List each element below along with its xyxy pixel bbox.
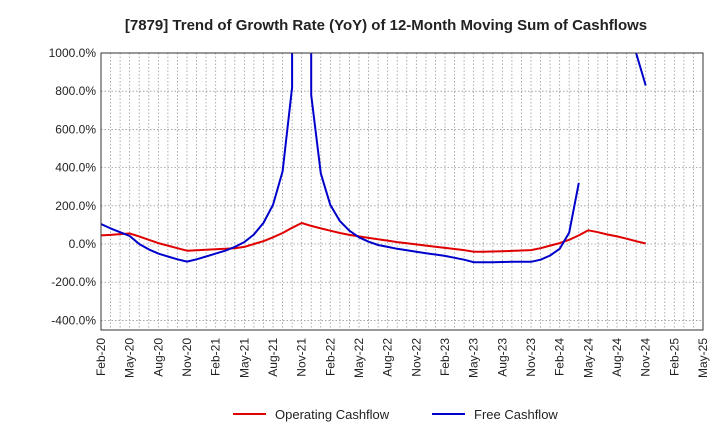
free-cashflow-legend-label: Free Cashflow	[474, 407, 558, 422]
x-tick-label: May-25	[696, 338, 710, 378]
free-cashflow-line	[101, 53, 294, 263]
x-tick-label: Nov-22	[409, 338, 423, 377]
legend: Operating Cashflow Free Cashflow	[233, 407, 558, 422]
plot-grid	[100, 53, 704, 330]
y-tick-label: 600.0%	[55, 122, 96, 136]
x-axis-tick-labels: Feb-20 May-20 Aug-20 Nov-20 Feb-21 May-21 Aug-…	[94, 338, 710, 378]
plot-frame	[100, 52, 704, 331]
y-tick-label: 0.0%	[69, 237, 97, 251]
x-tick-label: Aug-20	[151, 338, 165, 377]
x-tick-label: Aug-21	[266, 338, 280, 377]
x-tick-label: Aug-24	[610, 338, 624, 377]
operating-cashflow-legend-label: Operating Cashflow	[275, 407, 390, 422]
x-tick-label: May-21	[237, 338, 251, 378]
x-tick-label: May-23	[467, 338, 481, 378]
x-tick-label: Nov-21	[295, 338, 309, 377]
x-tick-label: Nov-23	[524, 338, 538, 377]
x-tick-label: Feb-22	[323, 338, 337, 376]
free-cashflow-line	[310, 53, 580, 264]
free-cashflow-line	[635, 53, 647, 86]
y-axis-tick-labels: 1000.0% 800.0% 600.0% 400.0% 200.0% 0.0% -200.…	[49, 46, 97, 327]
x-tick-label: May-24	[581, 338, 595, 378]
y-tick-label: -200.0%	[51, 275, 96, 289]
x-tick-label: May-22	[352, 338, 366, 378]
x-tick-label: Nov-20	[180, 338, 194, 377]
x-tick-label: Feb-24	[553, 338, 567, 376]
y-tick-label: 400.0%	[55, 161, 96, 175]
x-tick-label: Aug-22	[381, 338, 395, 377]
operating-cashflow-line	[101, 222, 646, 253]
y-tick-label: 200.0%	[55, 199, 96, 213]
y-tick-label: 800.0%	[55, 84, 96, 98]
x-tick-label: Aug-23	[495, 338, 509, 377]
y-tick-label: 1000.0%	[49, 46, 97, 60]
chart-title: [7879] Trend of Growth Rate (YoY) of 12-…	[125, 17, 647, 34]
y-tick-label: -400.0%	[51, 313, 96, 327]
x-tick-label: Feb-25	[667, 338, 681, 376]
series-lines	[101, 53, 647, 264]
x-tick-label: Nov-24	[639, 338, 653, 377]
x-tick-label: May-20	[123, 338, 137, 378]
x-tick-label: Feb-23	[438, 338, 452, 376]
x-tick-label: Feb-21	[209, 338, 223, 376]
x-tick-label: Feb-20	[94, 338, 108, 376]
